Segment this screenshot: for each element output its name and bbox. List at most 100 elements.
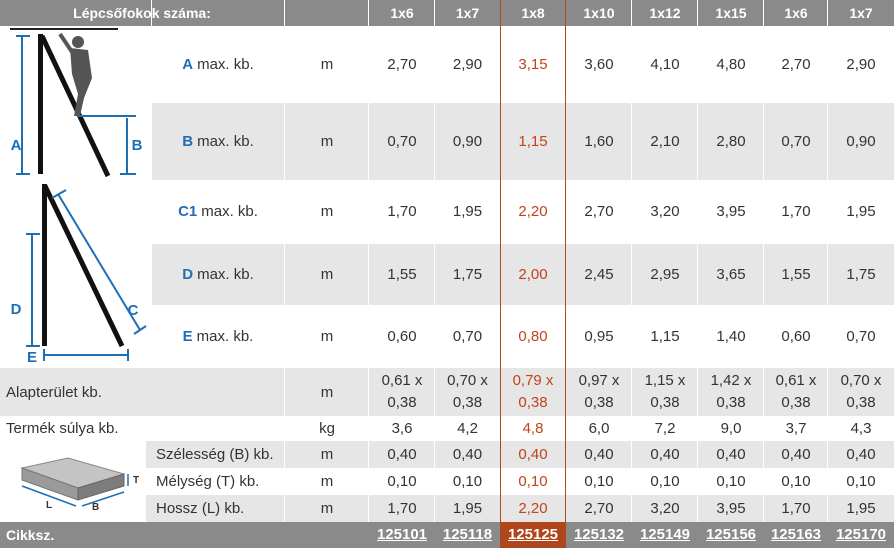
product-code-link[interactable]: 125118 [442,526,493,543]
value-cell: 0,95 [584,328,614,345]
value-cell: 2,80 [716,132,746,150]
dim-e-label: E [27,349,37,366]
value-cell: 1,95 [452,203,483,220]
value-cell: 0,40 [387,445,417,463]
value-cell: 6,0 [588,419,610,437]
value-cell: 0,79 x 0,38 [500,368,566,416]
value-cell: 0,60 [387,328,417,345]
header-col: 1x8 [521,5,545,21]
value-cell: 2,70 [584,500,614,517]
divider [368,0,369,522]
unit-cell: m [320,55,334,73]
table-header [0,0,894,26]
value-cell: 0,40 [518,445,548,463]
row-label-szelesseg: Szélesség (B) kb. [156,445,274,463]
value-cell: 0,10 [518,473,548,490]
value-cell: 1,70 [387,500,417,517]
header-col: 1x10 [583,5,615,21]
row-label-c1: C1 max. kb. [178,203,258,220]
divider [151,243,894,244]
value-cell: 3,20 [650,500,680,517]
value-cell: 1,75 [846,265,876,283]
value-cell: 0,10 [846,473,876,490]
value-cell: 0,10 [716,473,746,490]
value-line: 0,38 [452,394,483,411]
value-cell: 1,95 [452,500,483,517]
value-cell: 1,15 [650,328,680,345]
product-code-link[interactable]: 125101 [376,526,428,543]
value-cell: 0,10 [387,473,417,490]
product-code-link-selected[interactable]: 125125 [500,522,566,548]
value-cell: 3,60 [584,55,614,73]
footer-label: Cikksz. [6,527,55,543]
divider [0,440,894,441]
divider [151,0,152,368]
product-code-link[interactable]: 125132 [573,526,625,543]
header-col: 1x7 [455,5,480,21]
value-cell: 2,70 [387,55,417,73]
header-col: 1x12 [649,5,681,21]
value-cell: 2,00 [518,265,548,283]
selected-column-outline [500,0,566,522]
value-cell: 0,40 [846,445,876,463]
value-cell: 0,70 [387,132,417,150]
divider [0,416,894,417]
value-cell: 3,95 [716,500,746,517]
value-cell: 2,90 [846,55,876,73]
unit-cell: m [320,203,334,220]
value-cell: 1,55 [781,265,811,283]
value-cell: 3,7 [785,419,807,437]
header-col: 1x6 [784,5,808,21]
value-cell: 0,97 x 0,38 [566,368,632,416]
value-cell: 0,40 [452,445,483,463]
value-cell: 0,70 [781,132,811,150]
row-label-alapterulet: Alapterület kb. [6,383,102,401]
unit-cell: m [320,500,334,517]
product-code-link[interactable]: 125170 [835,526,887,543]
value-line: 0,38 [781,394,811,411]
value-cell: 0,10 [781,473,811,490]
value-cell: 1,60 [584,132,614,150]
value-line: 0,61 x [775,372,817,389]
value-cell: 4,3 [850,419,872,437]
unit-cell: m [320,328,334,345]
value-cell: 1,95 [846,500,876,517]
value-cell: 0,10 [650,473,680,490]
product-code-link[interactable]: 125149 [639,526,691,543]
product-code-link[interactable]: 125156 [705,526,757,543]
row-label-melyseg: Mélység (T) kb. [156,473,260,490]
value-cell: 2,70 [584,203,614,220]
dim-a-label: A [11,137,22,154]
divider [697,0,698,522]
value-cell: 1,95 [846,203,876,220]
value-cell: 1,40 [716,328,746,345]
row-bg [0,495,894,522]
value-line: 1,42 x [710,372,752,389]
value-cell: 4,2 [457,419,478,437]
header-col: 1x7 [849,5,873,21]
value-cell: 0,40 [584,445,614,463]
ladder-length-illustration: D C E [11,184,147,366]
row-bg [0,440,894,468]
value-cell: 1,75 [452,265,483,283]
product-code-link[interactable]: 125163 [770,526,822,543]
divider [827,0,828,522]
value-cell: 0,90 [452,132,483,150]
dim-b-label: B [132,137,143,154]
value-cell: 7,2 [654,419,676,437]
value-cell: 4,80 [716,55,746,73]
value-cell: 2,20 [518,500,548,517]
value-line: 1,15 x [644,372,686,389]
row-label-suly: Termék súlya kb. [6,419,119,437]
dim-c-label: C [128,302,139,319]
header-title: Lépcsőfokok száma: [73,5,211,21]
value-cell: 4,10 [650,55,680,73]
value-cell: 3,6 [391,419,413,437]
value-cell: 1,70 [387,203,417,220]
value-line: 0,97 x [578,372,620,389]
value-cell: 9,0 [720,419,742,437]
value-cell: 3,20 [650,203,680,220]
